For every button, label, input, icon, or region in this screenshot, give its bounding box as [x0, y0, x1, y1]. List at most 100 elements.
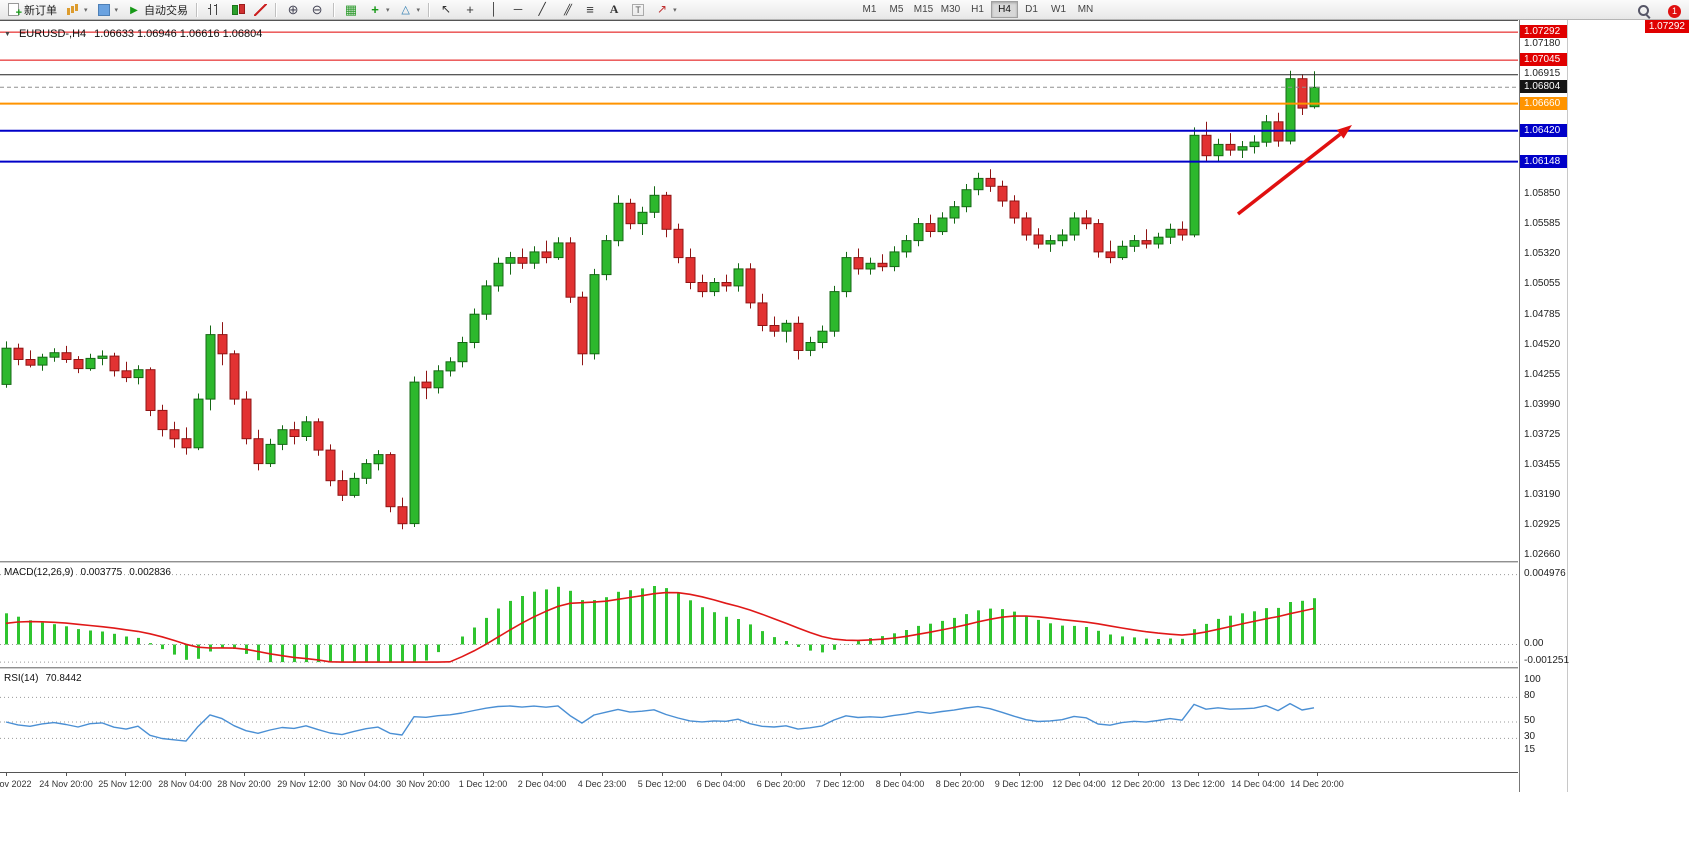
zoom-in-button[interactable] — [281, 1, 305, 19]
candle — [241, 398, 252, 440]
arrows-button[interactable]: ▾ — [650, 1, 681, 19]
timeframe-d1-button[interactable]: D1 — [1018, 1, 1045, 18]
price-tick: 1.03455 — [1524, 459, 1561, 470]
time-tick — [781, 773, 782, 776]
timeframe-m15-button[interactable]: M15 — [910, 1, 937, 18]
candle — [13, 347, 24, 361]
candlestick-chart-button[interactable] — [226, 1, 250, 19]
candle — [961, 189, 972, 208]
price-tick: 1.02660 — [1524, 549, 1561, 560]
toolbar-separator — [275, 2, 278, 17]
new-chart-button[interactable]: ▾ — [61, 1, 92, 19]
price-pane[interactable]: ▼ EURUSD-,H4 1.06633 1.06946 1.06616 1.0… — [0, 21, 1518, 561]
macd-pane[interactable]: MACD(12,26,9) 0.003775 0.002836 — [0, 563, 1518, 667]
candle — [1081, 217, 1092, 225]
channel-button[interactable] — [554, 1, 578, 19]
line-icon — [254, 4, 268, 16]
rsi-chart-svg[interactable] — [0, 669, 1518, 772]
search-button[interactable] — [1632, 2, 1656, 20]
tile-windows-button[interactable] — [339, 1, 363, 19]
candle — [541, 251, 552, 259]
bars-chart-button[interactable] — [202, 1, 226, 19]
price-scale[interactable]: 1.07180 1.06915 1.05850 1.05585 1.05320 1.050… — [1519, 20, 1569, 792]
price-line-label: 1.06420 — [1520, 124, 1567, 137]
macd-chart-svg[interactable] — [0, 563, 1518, 667]
pane-splitter[interactable] — [0, 561, 1518, 563]
rsi-line — [5, 702, 1315, 742]
trendline-button[interactable] — [530, 1, 554, 19]
new-order-button[interactable]: 新订单 — [2, 1, 61, 19]
candle — [1237, 146, 1248, 151]
price-chart-svg[interactable] — [0, 21, 1518, 561]
horizontal-line-button[interactable] — [506, 1, 530, 19]
macd-main-value: 0.003775 — [80, 567, 123, 578]
candle — [397, 506, 408, 525]
macd-signal-value: 0.002836 — [129, 567, 171, 578]
timeframe-h1-button[interactable]: H1 — [964, 1, 991, 18]
notifications-button[interactable]: 1 — [1664, 2, 1685, 20]
candle — [949, 206, 960, 219]
candle — [85, 357, 96, 370]
time-tick — [6, 773, 7, 776]
line-chart-button[interactable] — [250, 1, 271, 19]
candle — [301, 421, 312, 437]
candle — [205, 334, 216, 400]
candle — [265, 443, 276, 465]
macd-label: MACD(12,26,9) 0.003775 0.002836 — [4, 567, 171, 578]
candle — [109, 355, 120, 372]
new-order-button-label: 新订单 — [24, 4, 57, 17]
candle — [841, 257, 852, 293]
candle — [1129, 240, 1140, 247]
candle — [1285, 78, 1296, 142]
candle — [1069, 217, 1080, 236]
candle — [421, 381, 432, 389]
timeframe-w1-button[interactable]: W1 — [1045, 1, 1072, 18]
text-button[interactable] — [602, 1, 626, 19]
time-axis[interactable]: 24 Nov 2022 24 Nov 20:00 25 Nov 12:00 28 No… — [0, 772, 1518, 793]
timeframe-m1-button[interactable]: M1 — [856, 1, 883, 18]
candle — [1177, 228, 1188, 236]
candle — [1141, 240, 1152, 245]
timeframe-m5-button[interactable]: M5 — [883, 1, 910, 18]
time-label: 12 Dec 20:00 — [1111, 779, 1165, 789]
timeframe-buttons: M1 M5 M15 M30 H1 H4 D1 W1 MN — [856, 1, 1099, 18]
indicators-button[interactable]: ▾ — [363, 1, 394, 19]
rsi-pane[interactable]: RSI(14) 70.8442 — [0, 669, 1518, 772]
zoom-out-button[interactable] — [305, 1, 329, 19]
candle — [685, 257, 696, 284]
candle — [853, 257, 864, 270]
text-label-button[interactable] — [626, 1, 650, 19]
search-icon — [1636, 3, 1652, 19]
play-icon — [126, 2, 142, 17]
time-label: 25 Nov 12:00 — [98, 779, 152, 789]
candle — [1045, 240, 1056, 245]
candle — [1, 347, 12, 385]
vertical-line-button[interactable] — [482, 1, 506, 19]
hline-icon — [510, 2, 526, 17]
cursor-button[interactable] — [434, 1, 458, 19]
profiles-button[interactable]: ▾ — [92, 1, 123, 19]
price-line-label: 1.06148 — [1520, 155, 1567, 168]
algo-trading-button[interactable]: 自动交易 — [122, 1, 192, 19]
candle — [445, 361, 456, 372]
chart-window[interactable]: ▼ EURUSD-,H4 1.06633 1.06946 1.06616 1.0… — [0, 20, 1518, 793]
pane-splitter[interactable] — [0, 667, 1518, 669]
candle — [589, 274, 600, 355]
time-label: 1 Dec 12:00 — [458, 779, 508, 789]
time-tick — [602, 773, 603, 776]
timeframe-m30-button[interactable]: M30 — [937, 1, 964, 18]
price-tick: 1.05850 — [1524, 188, 1561, 199]
macd-scale-label: 0.004976 — [1524, 568, 1566, 579]
price-tick: 1.07180 — [1524, 38, 1561, 49]
candle — [1213, 143, 1224, 157]
objects-button[interactable]: ▾ — [394, 1, 425, 19]
crosshair-button[interactable] — [458, 1, 482, 19]
price-tick: 1.03990 — [1524, 399, 1561, 410]
fibonacci-button[interactable] — [578, 1, 602, 19]
candle — [217, 334, 228, 355]
timeframe-h4-button[interactable]: H4 — [991, 1, 1018, 18]
candle — [829, 291, 840, 332]
candle — [613, 202, 624, 242]
timeframe-mn-button[interactable]: MN — [1072, 1, 1099, 18]
